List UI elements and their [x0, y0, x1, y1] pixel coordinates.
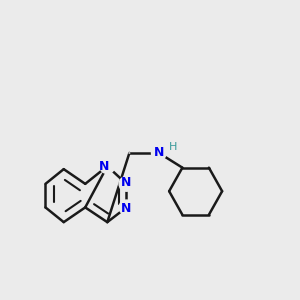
Text: N: N [121, 202, 132, 215]
Circle shape [119, 176, 134, 191]
Text: N: N [154, 146, 164, 159]
Text: N: N [99, 160, 110, 173]
Text: N: N [121, 176, 132, 190]
Circle shape [152, 146, 166, 160]
Circle shape [100, 159, 115, 174]
Circle shape [119, 200, 134, 215]
Text: H: H [169, 142, 177, 152]
